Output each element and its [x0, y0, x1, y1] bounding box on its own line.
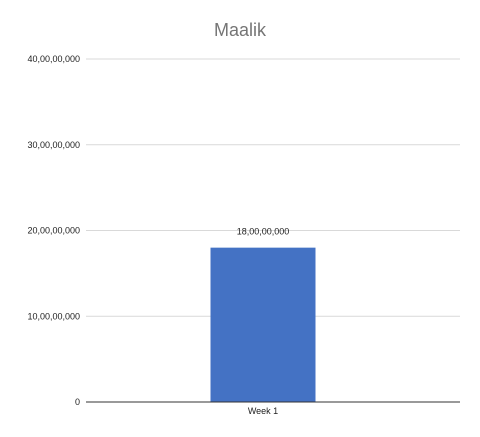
chart-title: Maalik [213, 20, 266, 40]
bar [210, 247, 316, 402]
y-tick-label: 20,00,00,000 [27, 226, 80, 236]
y-tick-label: 10,00,00,000 [27, 311, 80, 321]
data-label: 18,00,00,000 [237, 227, 290, 237]
y-axis-tick-labels: 0 10,00,00,000 20,00,00,000 30,00,00,000 40,… [27, 54, 80, 407]
y-tick-label: 30,00,00,000 [27, 140, 80, 150]
x-tick-label: Week 1 [248, 406, 278, 416]
x-axis: Week 1 [86, 401, 460, 416]
y-tick-label: 0 [75, 397, 80, 407]
bars: 18,00,00,000 [210, 227, 316, 402]
y-tick-label: 40,00,00,000 [27, 54, 80, 64]
